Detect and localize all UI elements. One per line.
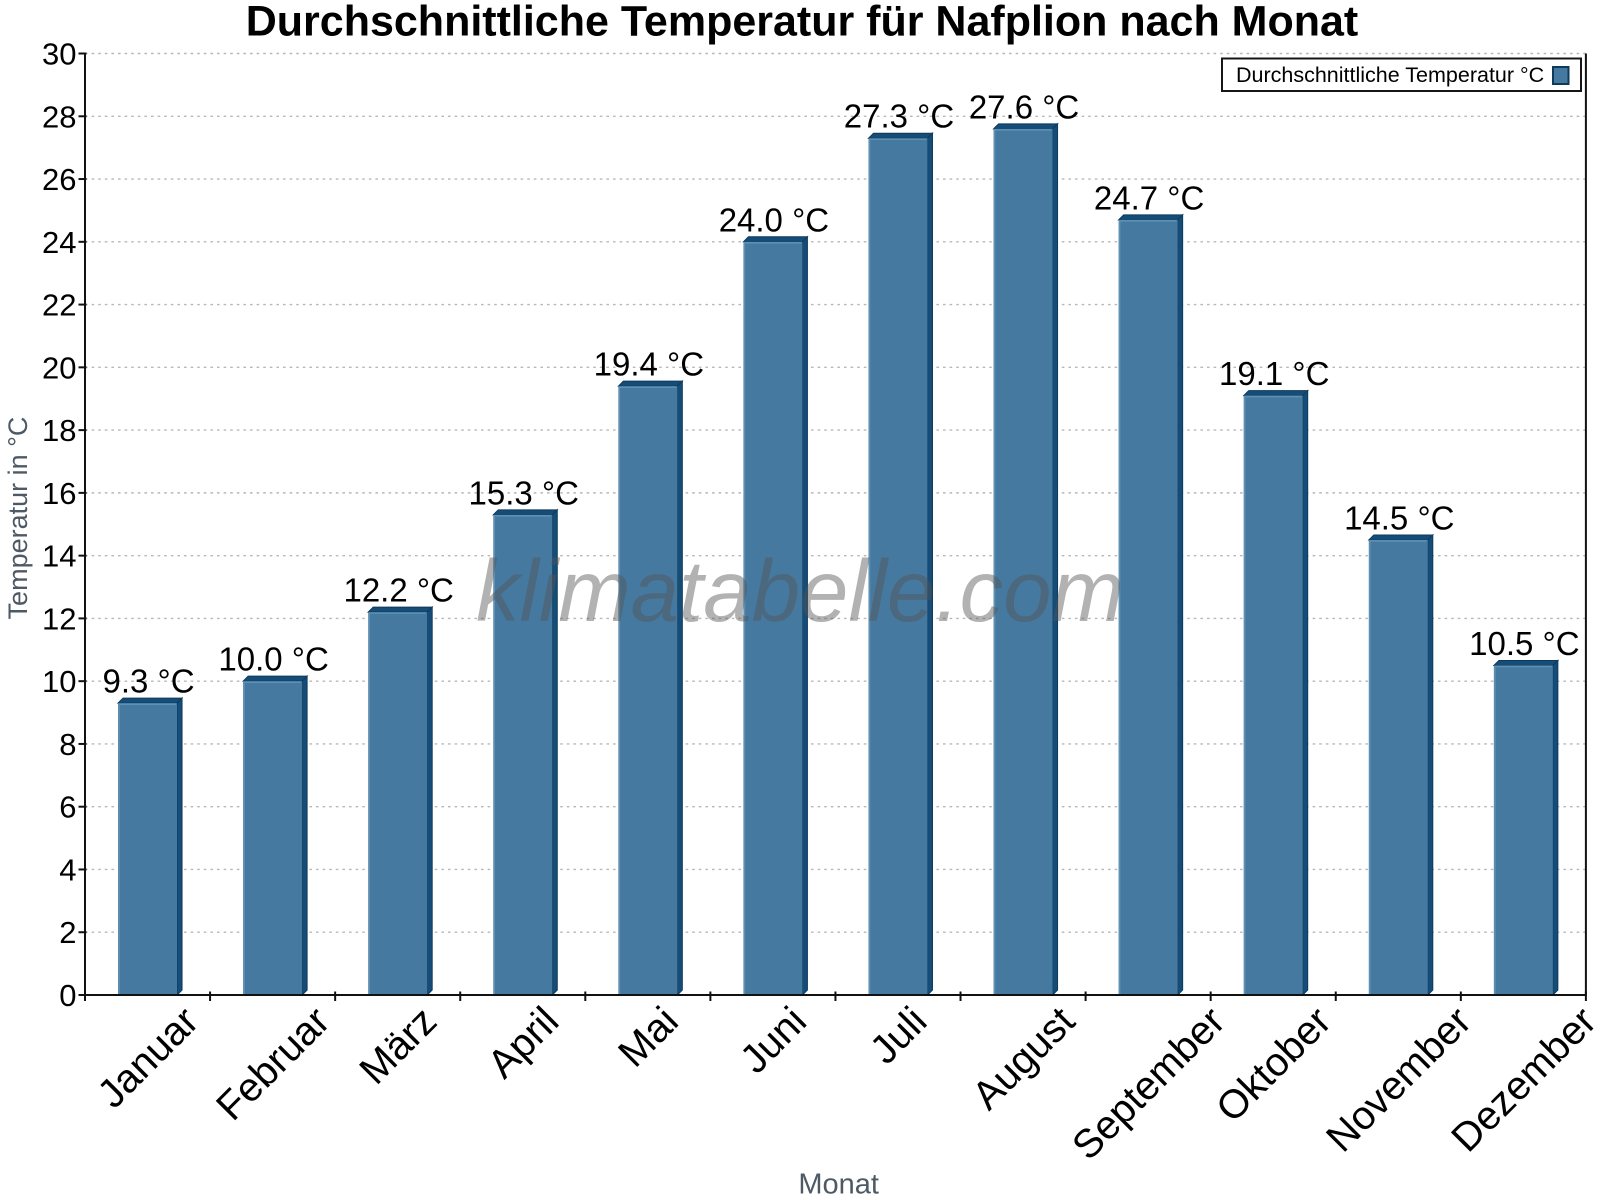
svg-text:2: 2 [59, 915, 76, 950]
svg-text:10: 10 [42, 664, 76, 699]
svg-text:Monat: Monat [798, 1169, 879, 1200]
svg-text:24.7 °C: 24.7 °C [1094, 179, 1204, 216]
svg-text:0: 0 [59, 978, 76, 1013]
svg-text:Durchschnittliche Temperatur f: Durchschnittliche Temperatur für Nafplio… [246, 0, 1359, 46]
svg-text:10.5 °C: 10.5 °C [1469, 625, 1579, 662]
svg-text:8: 8 [59, 727, 76, 762]
svg-text:30: 30 [42, 37, 76, 72]
svg-text:14.5 °C: 14.5 °C [1344, 499, 1454, 536]
svg-text:20: 20 [42, 350, 76, 385]
svg-text:26: 26 [42, 162, 76, 197]
svg-text:10.0 °C: 10.0 °C [218, 641, 328, 678]
svg-text:27.6 °C: 27.6 °C [969, 88, 1079, 125]
svg-text:15.3 °C: 15.3 °C [469, 474, 579, 511]
svg-text:klimatabelle.com: klimatabelle.com [476, 543, 1124, 640]
svg-text:12.2 °C: 12.2 °C [343, 572, 453, 609]
svg-text:16: 16 [42, 476, 76, 511]
svg-text:14: 14 [42, 539, 76, 574]
svg-text:6: 6 [59, 790, 76, 825]
svg-text:22: 22 [42, 288, 76, 323]
svg-text:28: 28 [42, 99, 76, 134]
svg-text:27.3 °C: 27.3 °C [844, 98, 954, 135]
svg-text:9.3 °C: 9.3 °C [103, 663, 195, 700]
svg-text:24: 24 [42, 225, 76, 260]
svg-text:4: 4 [59, 852, 76, 887]
svg-text:19.4 °C: 19.4 °C [594, 346, 704, 383]
svg-text:24.0 °C: 24.0 °C [719, 201, 829, 238]
svg-text:Temperatur in °C: Temperatur in °C [3, 417, 33, 620]
svg-text:12: 12 [42, 601, 76, 636]
svg-text:Durchschnittliche Temperatur °: Durchschnittliche Temperatur °C [1236, 63, 1544, 87]
svg-text:19.1 °C: 19.1 °C [1219, 355, 1329, 392]
svg-text:18: 18 [42, 413, 76, 448]
